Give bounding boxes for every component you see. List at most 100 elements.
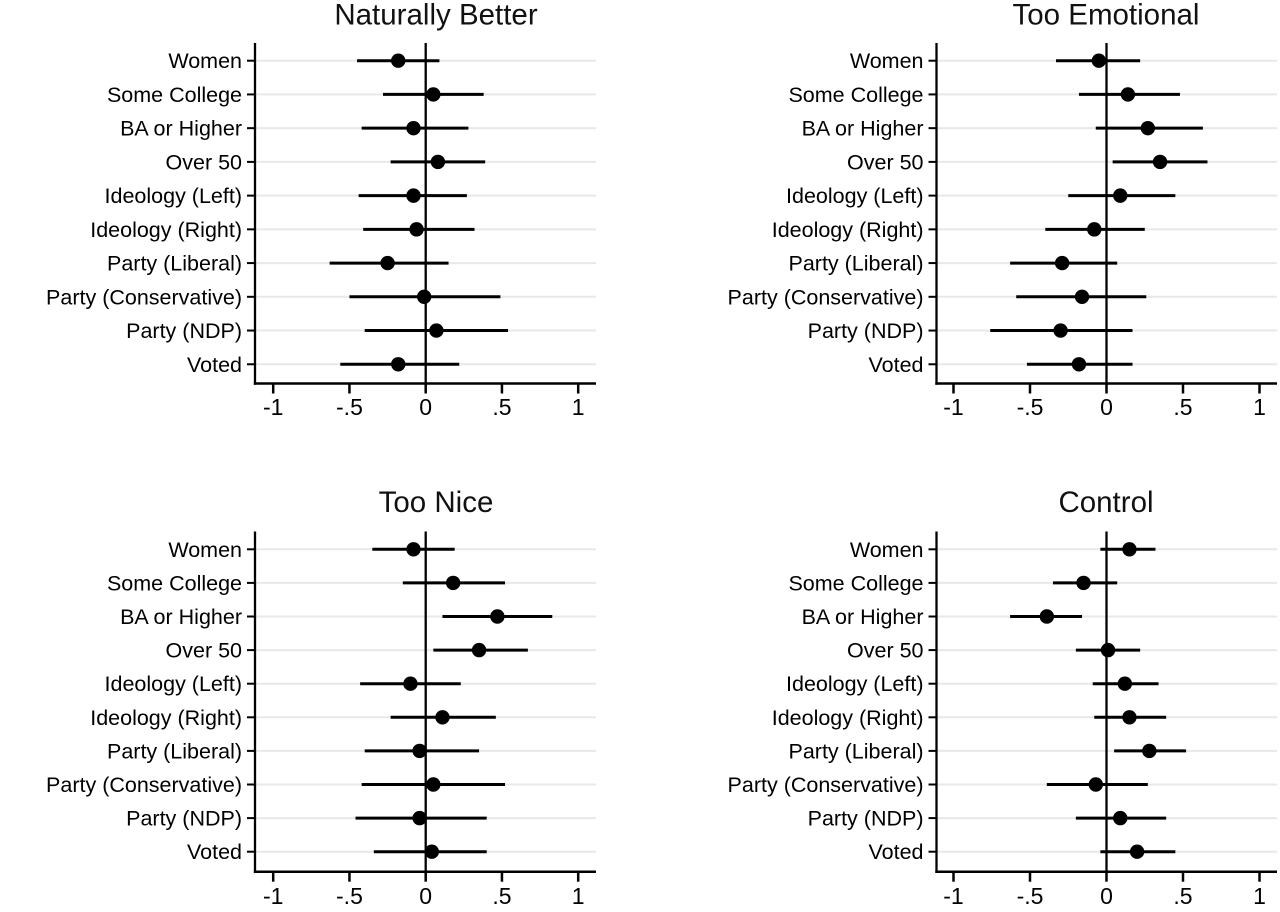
point-marker (1074, 289, 1090, 305)
category-label: Party (NDP) (808, 807, 924, 831)
x-tick-label: .5 (492, 883, 511, 909)
category-label: Voted (869, 840, 924, 864)
point-marker (406, 542, 421, 557)
x-tick-label: 0 (419, 394, 432, 420)
x-tick-label: .5 (1173, 883, 1192, 909)
category-label: BA or Higher (120, 605, 242, 629)
category-label: Party (NDP) (126, 319, 242, 343)
x-tick-label: -.5 (1017, 883, 1044, 909)
plot-area: -1 -.5 0 .5 1 Women Some College BA or Higher Ov… (46, 43, 596, 420)
category-label: Some College (107, 571, 242, 595)
point-marker (471, 642, 487, 658)
x-tick-label: .5 (492, 394, 511, 420)
category-label: Over 50 (166, 639, 243, 663)
x-tick-label: -1 (943, 394, 963, 420)
category-label: Party (Conservative) (728, 285, 924, 309)
category-label: Women (168, 49, 242, 73)
point-marker (412, 810, 427, 826)
x-tick-label: 1 (1253, 883, 1266, 909)
point-marker (1122, 542, 1137, 557)
point-marker (1120, 87, 1136, 102)
category-label: Some College (107, 83, 242, 107)
x-tick-label: -1 (943, 883, 963, 909)
point-marker (391, 357, 406, 372)
category-label: Over 50 (847, 639, 924, 663)
category-label: Ideology (Right) (90, 706, 242, 730)
point-marker (426, 87, 441, 102)
category-label: Ideology (Left) (786, 184, 923, 208)
category-label: Party (Liberal) (788, 739, 923, 763)
category-label: Women (850, 538, 924, 562)
point-marker (1117, 676, 1133, 691)
category-label: Over 50 (847, 150, 924, 174)
category-label: Party (Liberal) (107, 252, 242, 276)
x-tick-label: 1 (572, 394, 585, 420)
category-label: Over 50 (166, 150, 243, 174)
category-label: Ideology (Left) (105, 184, 242, 208)
panel-naturally-better: Naturally Better -1 -.5 0 .5 1 Women Some Coll… (46, 0, 596, 420)
x-tick-label: 1 (572, 883, 585, 909)
category-label: Voted (187, 840, 242, 864)
x-tick-label: -.5 (336, 883, 363, 909)
point-marker (1053, 323, 1068, 338)
panel-title: Control (1058, 486, 1153, 519)
category-label: Women (168, 538, 242, 562)
point-marker (1088, 777, 1103, 792)
x-tick-label: 0 (419, 883, 432, 909)
point-marker (1054, 255, 1070, 271)
category-label: Party (Liberal) (788, 252, 923, 276)
x-tick-label: 0 (1100, 883, 1113, 909)
point-marker (409, 222, 424, 237)
x-tick-label: .5 (1173, 394, 1192, 420)
category-label: BA or Higher (120, 117, 242, 141)
point-marker (1122, 710, 1137, 725)
point-marker (1142, 743, 1157, 759)
category-label: Ideology (Left) (105, 672, 242, 696)
point-marker (424, 844, 439, 859)
x-tick-label: 1 (1253, 394, 1266, 420)
point-marker (490, 609, 505, 624)
point-marker (429, 323, 444, 338)
point-marker (435, 710, 450, 725)
point-marker (412, 743, 427, 759)
point-marker (406, 120, 421, 136)
point-marker (1113, 188, 1128, 203)
category-label: Party (Conservative) (728, 773, 924, 797)
category-label: Party (Conservative) (46, 285, 242, 309)
category-label: Party (Liberal) (107, 739, 242, 763)
point-marker (1100, 642, 1116, 658)
category-label: Party (NDP) (126, 807, 242, 831)
panel-too-nice: Too Nice -1 -.5 0 .5 1 Women Some College BA or… (46, 486, 596, 909)
panel-title: Too Emotional (1013, 0, 1200, 32)
category-label: Party (NDP) (808, 319, 924, 343)
panel-title: Naturally Better (334, 0, 537, 32)
panel-too-emotional: Too Emotional -1 -.5 0 .5 1 Women Some College… (728, 0, 1277, 420)
x-tick-label: -.5 (336, 394, 363, 420)
point-marker (1039, 609, 1055, 624)
plot-area: -1 -.5 0 .5 1 Women Some College BA or Higher Ov… (728, 531, 1277, 909)
x-tick-label: 0 (1100, 394, 1113, 420)
plot-area: -1 -.5 0 .5 1 Women Some College BA or Higher Ov… (728, 43, 1277, 420)
point-marker (1129, 844, 1145, 859)
category-label: Party (Conservative) (46, 773, 242, 797)
category-label: Ideology (Right) (772, 218, 924, 242)
point-marker (403, 676, 418, 691)
point-marker (1140, 120, 1156, 136)
panel-control: Control -1 -.5 0 .5 1 Women Some College BA or … (728, 486, 1277, 909)
point-marker (445, 575, 461, 591)
point-marker (416, 289, 432, 305)
category-label: Ideology (Right) (90, 218, 242, 242)
point-marker (391, 53, 406, 68)
point-marker (406, 188, 421, 203)
plot-area: -1 -.5 0 .5 1 Women Some College BA or Higher Ov… (46, 531, 596, 909)
category-label: Ideology (Right) (772, 706, 924, 730)
x-tick-label: -.5 (1017, 394, 1044, 420)
point-marker (426, 777, 441, 792)
category-label: Voted (869, 353, 924, 377)
x-tick-label: -1 (263, 883, 283, 909)
point-marker (430, 154, 446, 170)
point-marker (1076, 575, 1091, 591)
point-marker (1091, 53, 1107, 68)
point-marker (1087, 222, 1102, 237)
